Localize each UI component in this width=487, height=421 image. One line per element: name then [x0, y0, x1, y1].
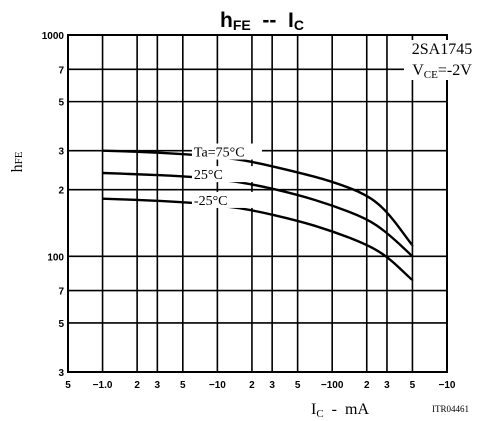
- test-condition: VCE=-2V: [412, 62, 472, 81]
- x-tick-label: 5: [180, 380, 186, 391]
- cond-main: V: [412, 62, 424, 79]
- x-tick-label: 5: [65, 380, 71, 391]
- x-tick-label: 2: [134, 380, 140, 391]
- x-tick-label: −100: [321, 380, 344, 391]
- xlabel-tail: - mA: [324, 401, 370, 418]
- y-tick-label: 100: [47, 252, 64, 263]
- part-number: 2SA1745: [412, 41, 472, 58]
- series-label-bg: [191, 166, 262, 183]
- y-tick-label: 3: [58, 147, 64, 158]
- x-tick-label: 2: [364, 380, 370, 391]
- x-tick-label: 3: [384, 380, 390, 391]
- annotation-background: [404, 40, 480, 80]
- y-tick-label: 7: [58, 287, 64, 298]
- x-tick-label: 5: [410, 380, 416, 391]
- series-line: [102, 171, 414, 258]
- y-tick-label: 7: [58, 65, 64, 76]
- x-tick-label: 3: [155, 380, 161, 391]
- y-axis-label: hFE: [9, 151, 26, 172]
- title-tail-sub: C: [294, 17, 304, 33]
- y-tick-labels: 1000 7 5 3 2 100 7 5 3: [42, 31, 65, 379]
- series-label-bg: [191, 191, 262, 208]
- cond-sub: CE: [424, 69, 438, 81]
- series-label: Ta=75°C: [194, 146, 245, 161]
- data-series: [102, 149, 414, 282]
- figure-code: ITR04461: [432, 404, 469, 414]
- x-tick-label: −10: [209, 380, 226, 391]
- y-tick-label: 3: [58, 368, 64, 379]
- x-tick-label: −10: [439, 380, 456, 391]
- y-tick-label: 5: [58, 319, 64, 330]
- plot-frame: [67, 34, 448, 373]
- xlabel-main: I: [311, 401, 316, 418]
- ylabel-sub: FE: [13, 151, 25, 164]
- title-main-sub: FE: [233, 17, 251, 33]
- series-line: [102, 197, 414, 282]
- x-tick-label: 3: [269, 380, 275, 391]
- x-tick-label: 2: [249, 380, 255, 391]
- cond-tail: =-2V: [438, 62, 472, 79]
- xlabel-sub: C: [316, 408, 323, 420]
- series-label: 25°C: [194, 168, 223, 183]
- series-label: -25°C: [194, 194, 228, 209]
- x-tick-labels: 5 −1.0 2 3 5 −10 2 3 5 −100 2 3 5 −10: [65, 380, 456, 391]
- x-axis-label: IC - mA: [311, 401, 369, 420]
- title-tail: I: [288, 9, 294, 32]
- title-main: h: [220, 9, 233, 32]
- ylabel-main: h: [9, 164, 26, 172]
- y-tick-label: 2: [58, 186, 64, 197]
- x-tick-label: 5: [295, 380, 301, 391]
- y-tick-label: 5: [58, 98, 64, 109]
- series-line: [102, 149, 414, 247]
- title-separator: --: [251, 9, 288, 32]
- chart-title: hFE -- IC: [220, 9, 304, 33]
- series-labels: Ta=75°C 25°C -25°C: [191, 143, 262, 209]
- x-tick-label: −1.0: [93, 380, 113, 391]
- y-tick-label: 1000: [42, 31, 65, 42]
- series-label-bg: [191, 143, 262, 160]
